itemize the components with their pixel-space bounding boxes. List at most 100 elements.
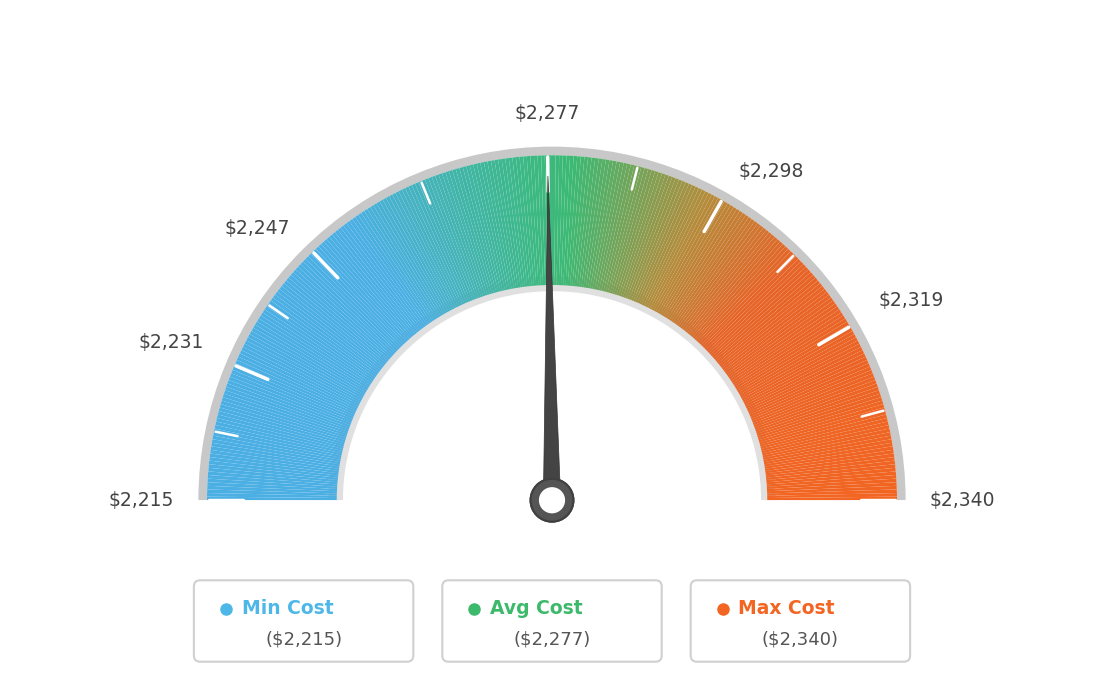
Wedge shape (766, 497, 898, 500)
Wedge shape (594, 162, 624, 291)
Wedge shape (761, 422, 889, 453)
Wedge shape (746, 357, 867, 413)
Wedge shape (343, 224, 424, 330)
Wedge shape (635, 182, 689, 304)
Wedge shape (238, 353, 359, 411)
Wedge shape (765, 471, 896, 484)
Text: Max Cost: Max Cost (739, 600, 835, 618)
Wedge shape (556, 155, 563, 286)
Wedge shape (248, 334, 364, 400)
Wedge shape (214, 428, 342, 458)
Wedge shape (449, 170, 490, 296)
Wedge shape (744, 350, 864, 409)
Wedge shape (755, 393, 881, 436)
Wedge shape (422, 179, 474, 302)
Wedge shape (605, 166, 641, 294)
Wedge shape (355, 215, 432, 324)
Wedge shape (751, 373, 874, 424)
Wedge shape (495, 159, 519, 289)
Wedge shape (572, 157, 588, 288)
Wedge shape (358, 213, 434, 324)
Wedge shape (561, 155, 570, 286)
Wedge shape (758, 408, 885, 445)
Wedge shape (412, 184, 467, 305)
Wedge shape (766, 493, 896, 498)
Wedge shape (696, 244, 786, 343)
Wedge shape (466, 165, 501, 293)
Wedge shape (237, 357, 358, 413)
Wedge shape (223, 393, 349, 436)
Text: $2,247: $2,247 (224, 219, 290, 237)
Wedge shape (209, 461, 340, 478)
Wedge shape (347, 221, 426, 328)
Wedge shape (616, 171, 659, 297)
Wedge shape (327, 237, 414, 338)
Wedge shape (675, 217, 752, 326)
Wedge shape (762, 435, 892, 462)
Wedge shape (212, 439, 341, 464)
Wedge shape (670, 213, 746, 324)
Wedge shape (211, 443, 341, 467)
Wedge shape (220, 404, 347, 443)
Wedge shape (208, 497, 338, 500)
Wedge shape (389, 195, 453, 312)
Wedge shape (661, 204, 731, 317)
Wedge shape (463, 166, 499, 294)
Wedge shape (438, 173, 484, 298)
FancyBboxPatch shape (194, 580, 413, 662)
Wedge shape (270, 297, 379, 376)
Wedge shape (565, 156, 577, 287)
Wedge shape (298, 264, 396, 355)
Wedge shape (574, 157, 592, 288)
Wedge shape (209, 464, 339, 480)
Wedge shape (763, 443, 893, 467)
Wedge shape (598, 164, 630, 292)
Wedge shape (383, 198, 449, 314)
Wedge shape (720, 286, 825, 369)
Wedge shape (321, 241, 411, 342)
Wedge shape (756, 400, 883, 441)
Wedge shape (235, 360, 357, 415)
Wedge shape (338, 228, 421, 333)
Wedge shape (376, 201, 445, 316)
Wedge shape (318, 244, 408, 343)
Wedge shape (765, 479, 896, 489)
Wedge shape (752, 377, 875, 426)
Wedge shape (530, 156, 541, 287)
Wedge shape (699, 249, 790, 346)
Wedge shape (219, 408, 346, 445)
Wedge shape (212, 435, 342, 462)
Wedge shape (314, 249, 405, 346)
Wedge shape (385, 196, 450, 313)
Wedge shape (316, 246, 407, 344)
Wedge shape (242, 347, 360, 407)
Wedge shape (265, 306, 375, 382)
Wedge shape (337, 285, 767, 500)
Text: ($2,340): ($2,340) (762, 631, 839, 649)
Text: $2,298: $2,298 (739, 162, 804, 181)
Wedge shape (213, 432, 342, 460)
Wedge shape (603, 165, 638, 293)
Wedge shape (208, 475, 339, 487)
Wedge shape (215, 422, 343, 453)
Wedge shape (703, 256, 798, 351)
Polygon shape (543, 176, 561, 500)
Wedge shape (435, 175, 481, 299)
Wedge shape (740, 334, 856, 400)
Wedge shape (761, 425, 890, 456)
Wedge shape (477, 163, 508, 291)
Wedge shape (340, 226, 423, 331)
Wedge shape (332, 232, 417, 335)
Wedge shape (229, 377, 352, 426)
Wedge shape (760, 415, 887, 449)
Wedge shape (618, 172, 662, 297)
Wedge shape (335, 230, 420, 334)
Wedge shape (583, 159, 606, 289)
Wedge shape (294, 269, 393, 359)
Wedge shape (651, 195, 715, 312)
Wedge shape (715, 277, 818, 364)
Wedge shape (211, 446, 341, 469)
Wedge shape (745, 353, 866, 411)
Wedge shape (480, 162, 510, 291)
Wedge shape (678, 221, 757, 328)
